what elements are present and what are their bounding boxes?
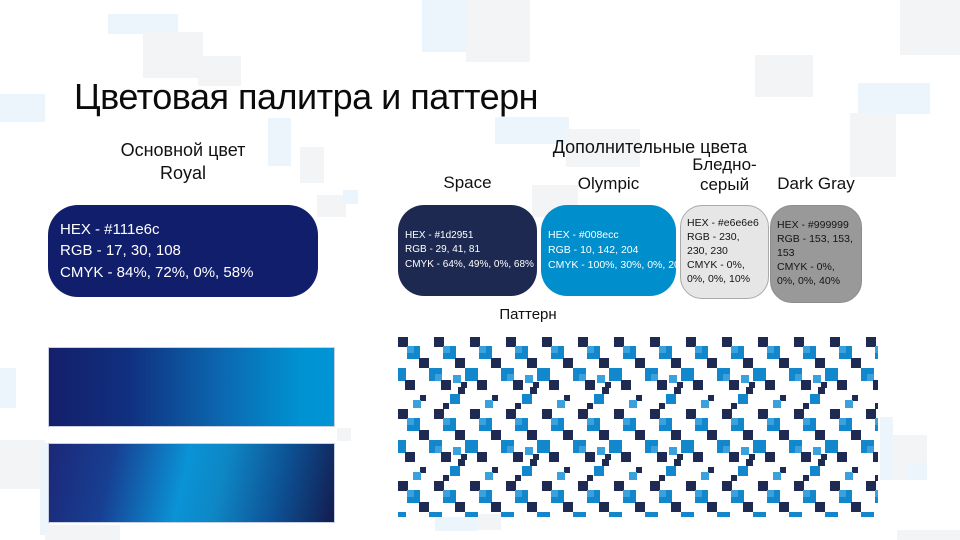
primary-heading-line1: Основной цвет (120, 140, 246, 160)
pattern-heading: Паттерн (499, 306, 557, 323)
pale-rgb: RGB - 230, 230, 230 (687, 231, 740, 258)
gradient-bar-bottom (48, 443, 335, 523)
decor-square (466, 0, 530, 62)
swatch-space: HEX - #1d2951 RGB - 29, 41, 81 CMYK - 64… (398, 205, 537, 296)
decor-square (317, 195, 346, 217)
decor-square (143, 32, 203, 78)
decor-square (755, 55, 813, 97)
swatch-label-space: Space (443, 173, 492, 192)
swatch-royal: HEX - #111e6c RGB - 17, 30, 108 CMYK - 8… (48, 205, 318, 297)
decor-square (337, 428, 351, 441)
decor-square (566, 129, 640, 167)
decor-square (0, 440, 45, 489)
decor-square (422, 0, 466, 52)
secondary-colors-heading: Дополнительные цвета (552, 137, 748, 157)
royal-cmyk: CMYK - 84%, 72%, 0%, 58% (60, 263, 254, 281)
primary-heading-line2: Royal (159, 163, 207, 184)
decor-square (858, 83, 930, 114)
decor-square (268, 118, 291, 166)
pixel-pattern-svg (398, 337, 878, 517)
swatch-label-pale-gray: Бледно-серый (692, 155, 757, 194)
swatch-label-olympic: Olympic (577, 174, 640, 193)
decor-square (343, 190, 358, 204)
space-rgb: RGB - 29, 41, 81 (405, 244, 481, 256)
decor-square (198, 56, 241, 86)
primary-color-heading: Основной цвет Royal (48, 139, 318, 186)
olympic-rgb: RGB - 10, 142, 204 (548, 243, 639, 256)
brand-pattern (398, 337, 878, 517)
decor-square (880, 417, 893, 480)
olympic-hex: HEX - #008ecc (548, 228, 619, 241)
royal-rgb: RGB - 17, 30, 108 (60, 242, 181, 260)
decor-square (905, 463, 927, 480)
pale-cmyk: CMYK - 0%, 0%, 0%, 10% (687, 258, 751, 285)
decor-square (850, 113, 896, 177)
pale-hex: HEX - #e6e6e6 (687, 217, 759, 230)
olympic-cmyk: CMYK - 100%, 30%, 0%, 20% (548, 259, 690, 272)
decor-square (897, 530, 960, 540)
decor-square (435, 517, 478, 531)
royal-hex: HEX - #111e6c (60, 221, 160, 239)
decor-square (0, 94, 45, 122)
gradient-bar-top (48, 347, 335, 427)
swatch-pale-gray: HEX - #e6e6e6 RGB - 230, 230, 230 CMYK -… (680, 205, 769, 299)
swatch-dark-gray: HEX - #999999 RGB - 153, 153, 153 CMYK -… (770, 205, 862, 303)
decor-square (477, 514, 501, 530)
decor-square (0, 368, 16, 408)
decor-square (45, 525, 120, 540)
dark-cmyk: CMYK - 0%, 0%, 0%, 40% (777, 260, 841, 287)
decor-square (108, 14, 178, 34)
swatch-label-dark-gray: Dark Gray (777, 174, 855, 193)
space-hex: HEX - #1d2951 (405, 229, 474, 241)
dark-hex: HEX - #999999 (777, 219, 849, 232)
dark-rgb: RGB - 153, 153, 153 (777, 233, 853, 260)
swatch-olympic: HEX - #008ecc RGB - 10, 142, 204 CMYK - … (541, 205, 690, 296)
decor-square (495, 117, 569, 144)
decor-square (40, 443, 50, 535)
decor-square (300, 147, 324, 183)
decor-square (900, 0, 960, 55)
space-cmyk: CMYK - 64%, 49%, 0%, 68% (405, 258, 534, 270)
page-title: Цветовая палитра и паттерн (74, 76, 539, 117)
